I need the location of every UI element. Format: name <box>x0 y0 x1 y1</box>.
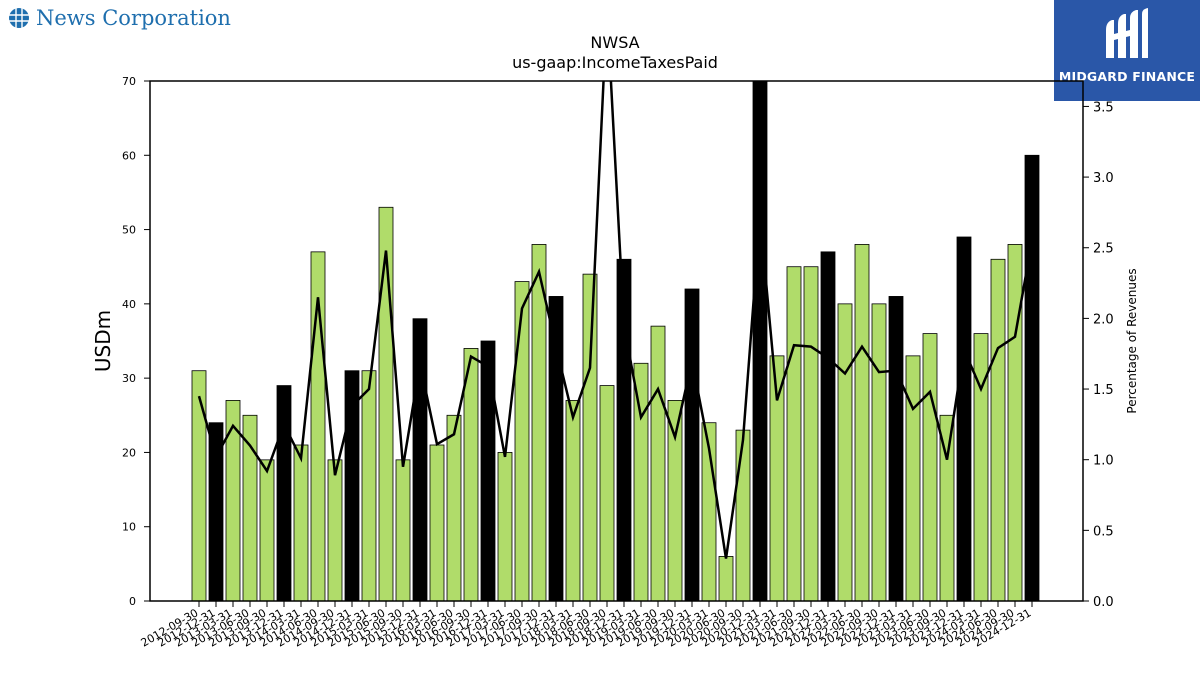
bar <box>973 333 989 602</box>
y-tick-label: 50 <box>122 224 136 237</box>
y-tick-label: 60 <box>122 149 136 162</box>
bar <box>854 244 870 602</box>
bar <box>1007 244 1023 602</box>
y-axis-label: USDm <box>91 310 115 372</box>
company-name: News Corporation <box>36 6 231 30</box>
y-right-tick-label: 0.5 <box>1093 524 1114 539</box>
bar <box>667 400 683 602</box>
bar <box>480 340 496 602</box>
bar <box>684 288 700 602</box>
brand-name: MIDGARD FINANCE <box>1058 69 1196 84</box>
bar <box>395 459 411 602</box>
bar <box>956 236 972 602</box>
bar <box>990 258 1006 602</box>
bar <box>259 459 275 602</box>
bar <box>599 385 615 602</box>
bar <box>463 348 479 602</box>
bar <box>293 444 309 602</box>
y-axis-right-label: Percentage of Revenues <box>1125 268 1139 413</box>
percentage-line <box>197 81 1034 559</box>
brand-logo-box: MIDGARD FINANCE <box>1054 0 1200 101</box>
y-tick-label: 70 <box>122 75 136 88</box>
bar <box>446 414 462 602</box>
y-right-tick-label: 2.5 <box>1093 242 1114 257</box>
bar <box>1024 154 1040 602</box>
y-tick-label: 30 <box>122 372 136 385</box>
bar <box>276 385 292 602</box>
bar <box>514 281 530 602</box>
bar <box>497 452 513 602</box>
bar <box>735 429 751 602</box>
chart-title: NWSA <box>590 33 639 52</box>
bar <box>786 266 802 602</box>
y-right-tick-label: 1.5 <box>1093 383 1114 398</box>
bar <box>191 370 207 602</box>
y-right-tick-label: 1.0 <box>1093 454 1114 469</box>
bar <box>888 296 904 602</box>
bar <box>327 459 343 602</box>
bar <box>565 400 581 602</box>
bar <box>361 370 377 602</box>
bar <box>429 444 445 602</box>
y-tick-label: 10 <box>122 521 136 534</box>
bar <box>803 266 819 602</box>
bar <box>905 355 921 602</box>
y-tick-label: 20 <box>122 446 136 459</box>
globe-icon <box>9 8 29 28</box>
y-right-tick-label: 2.0 <box>1093 312 1114 327</box>
company-header: News Corporation <box>8 6 231 30</box>
bar <box>837 303 853 602</box>
plot-frame <box>149 80 1084 602</box>
bar <box>650 325 666 602</box>
bar <box>718 556 734 602</box>
midgard-logo-icon <box>1106 8 1148 58</box>
bar <box>242 414 258 602</box>
bar <box>922 333 938 602</box>
plot-area: 0102030405060700.00.51.01.52.02.53.03.52… <box>122 75 1114 650</box>
y-right-tick-label: 0.0 <box>1093 595 1114 610</box>
bar <box>871 303 887 602</box>
bar <box>412 318 428 602</box>
y-tick-label: 0 <box>129 595 136 608</box>
y-right-tick-label: 3.5 <box>1093 100 1114 115</box>
bar <box>752 80 768 602</box>
y-tick-label: 40 <box>122 298 136 311</box>
bar <box>633 362 649 602</box>
y-right-tick-label: 3.0 <box>1093 171 1114 186</box>
chart-subtitle: us-gaap:IncomeTaxesPaid <box>512 53 718 72</box>
bar <box>820 251 836 602</box>
bar <box>582 273 598 602</box>
